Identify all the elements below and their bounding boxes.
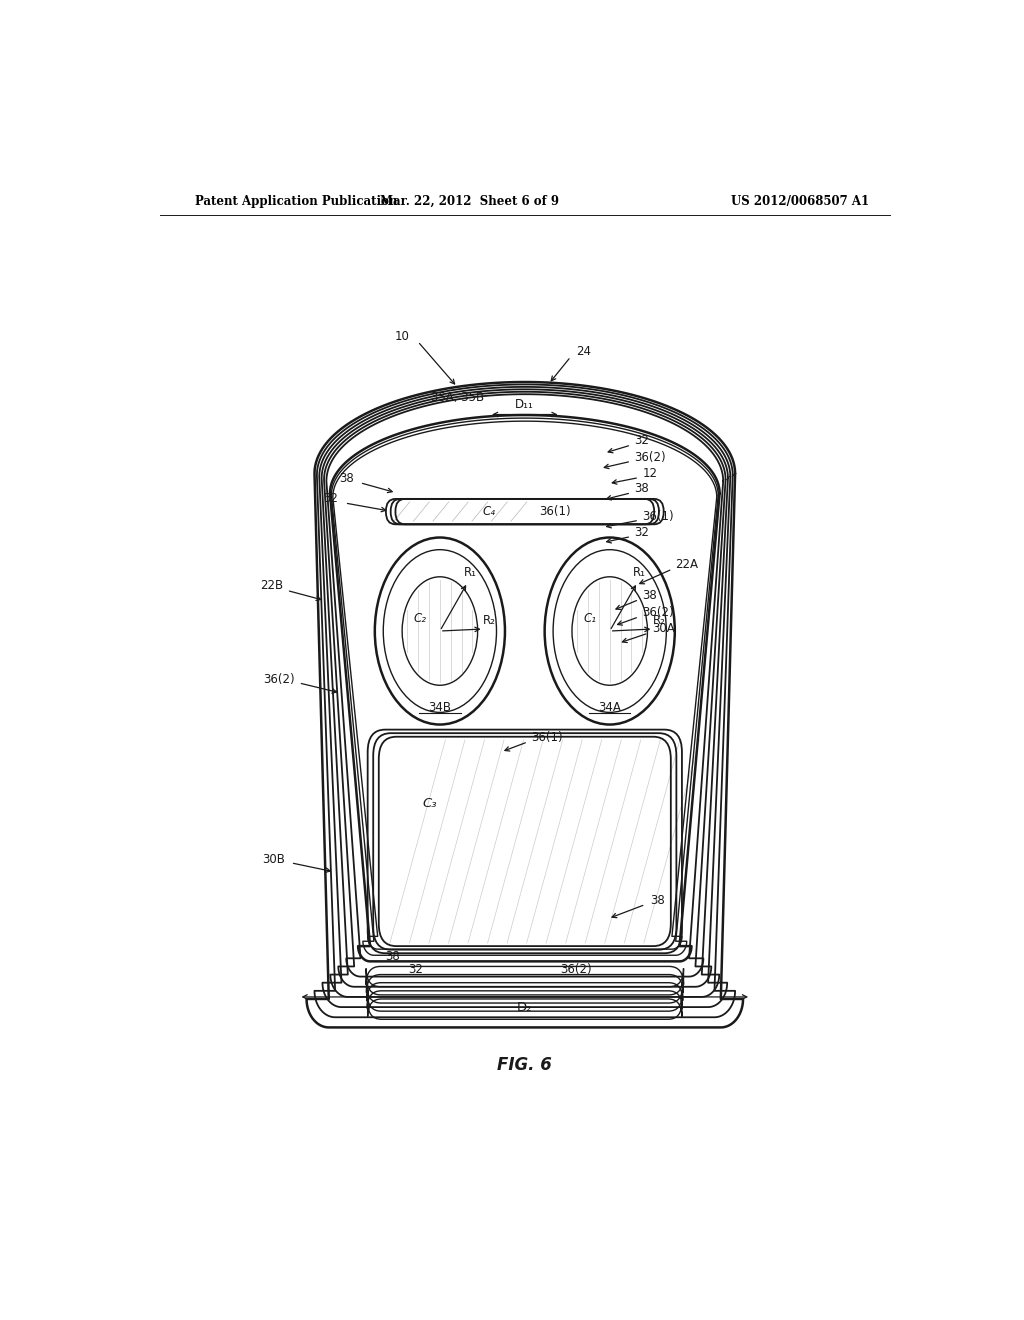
Text: 36(1): 36(1) [531,731,563,744]
Text: 10: 10 [395,330,410,343]
Text: R₂: R₂ [652,614,666,627]
Text: 22B: 22B [260,578,283,591]
Text: 38: 38 [385,950,399,962]
Text: 12: 12 [642,467,657,480]
Text: 36(2): 36(2) [642,606,674,619]
Text: 30B: 30B [262,853,285,866]
Text: C₁: C₁ [584,612,596,626]
Text: 24: 24 [577,345,592,358]
Text: 36(1): 36(1) [539,504,570,517]
Text: 22A: 22A [676,558,698,572]
Text: 36(2): 36(2) [560,964,592,975]
Text: R₂: R₂ [482,614,496,627]
Text: 38: 38 [642,589,657,602]
Text: 30A: 30A [652,623,675,635]
Text: 34A: 34A [598,701,622,714]
Text: 32: 32 [634,525,649,539]
Text: FIG. 6: FIG. 6 [498,1056,552,1074]
Text: 38: 38 [650,894,665,907]
Text: 34B: 34B [428,701,452,714]
Text: C₂: C₂ [414,612,427,626]
Text: 36(2): 36(2) [263,673,295,686]
Text: 32: 32 [324,492,338,506]
Text: 35A, 35B: 35A, 35B [431,391,484,404]
Text: US 2012/0068507 A1: US 2012/0068507 A1 [731,194,869,207]
Text: D₁₁: D₁₁ [515,397,535,411]
Text: C₃: C₃ [422,797,437,810]
Text: 36(1): 36(1) [642,510,674,523]
Text: 32: 32 [634,434,649,447]
Text: R₁: R₁ [634,565,646,578]
Text: 36(2): 36(2) [634,450,666,463]
Text: Patent Application Publication: Patent Application Publication [196,194,398,207]
Text: 32: 32 [408,964,423,975]
Text: 38: 38 [339,473,354,484]
Text: R₁: R₁ [464,565,476,578]
Text: C₄: C₄ [482,504,496,517]
Text: D₂: D₂ [517,1001,532,1014]
Text: 38: 38 [634,482,649,495]
Text: Mar. 22, 2012  Sheet 6 of 9: Mar. 22, 2012 Sheet 6 of 9 [380,194,559,207]
